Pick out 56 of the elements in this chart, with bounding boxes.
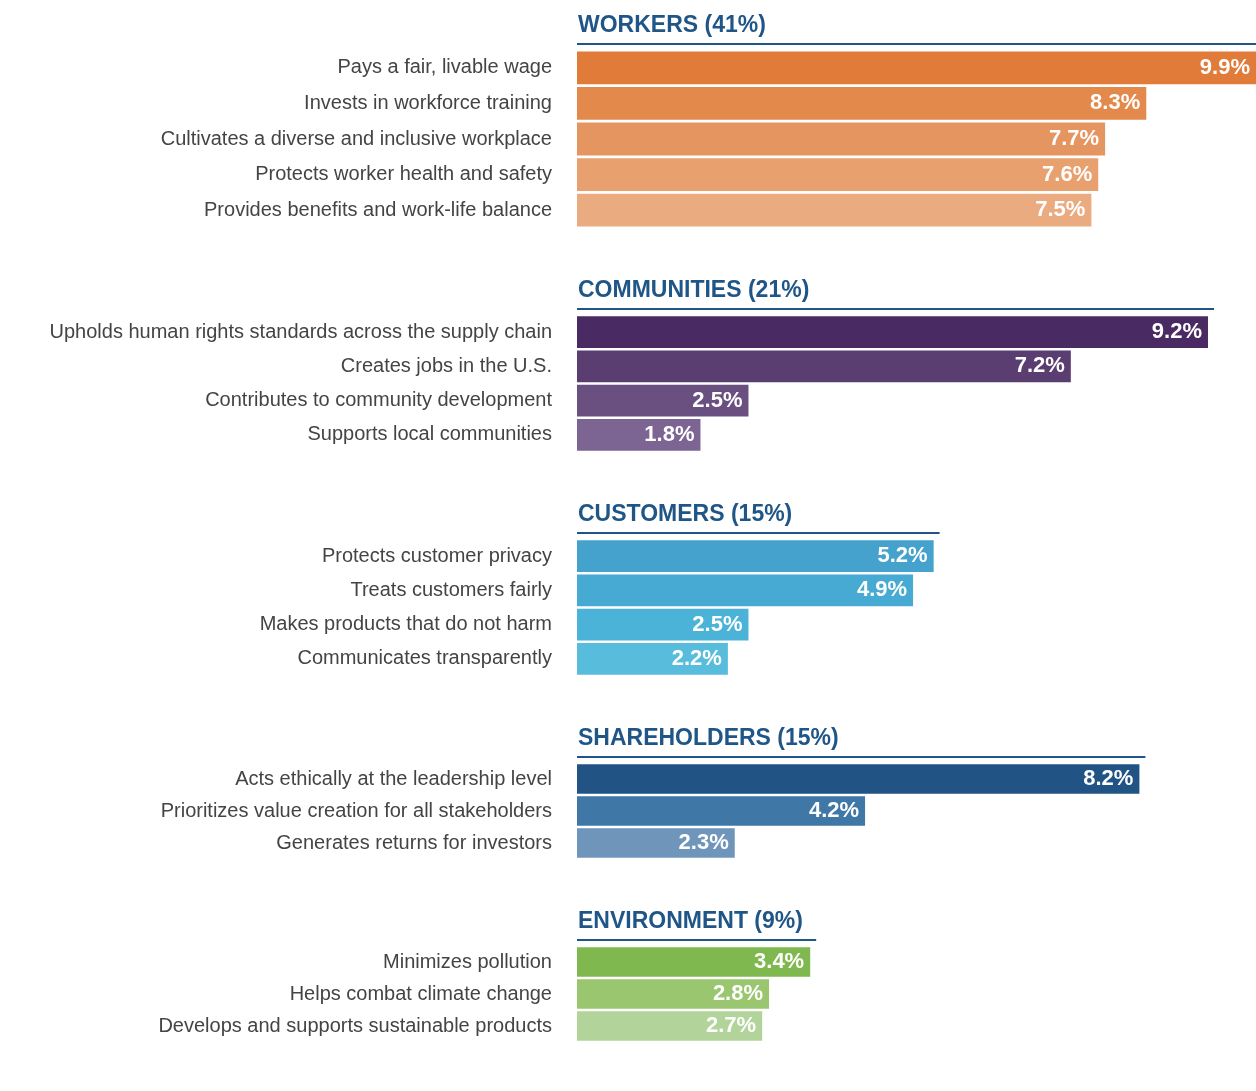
y-tick-label: Helps combat climate change	[289, 981, 552, 1004]
chart-title: WORKERS (41%)	[578, 11, 766, 37]
data-label: 7.2%	[1014, 352, 1065, 378]
data-label: 5.2%	[877, 542, 928, 568]
y-tick-label: Pays a fair, livable wage	[337, 55, 552, 78]
data-label: 2.8%	[712, 980, 764, 1006]
y-tick-label: Acts ethically at the leadership level	[235, 766, 552, 789]
bar	[577, 540, 934, 572]
data-label: 7.5%	[1035, 196, 1086, 222]
y-tick-label: Develops and supports sustainable products	[158, 1013, 552, 1036]
data-label: 2.3%	[678, 829, 729, 855]
y-tick-label: Protects worker health and safety	[255, 162, 552, 185]
data-label: 2.5%	[692, 386, 743, 412]
chart-title: COMMUNITIES (21%)	[578, 276, 810, 302]
chart-title: ENVIRONMENT (9%)	[578, 907, 803, 933]
y-tick-label: Invests in workforce training	[304, 90, 552, 113]
y-tick-label: Prioritizes value creation for all stakeholders	[160, 798, 552, 821]
data-label: 3.4%	[754, 948, 805, 974]
data-label: 9.9%	[1199, 53, 1250, 79]
bar	[577, 193, 1092, 227]
data-label: 4.9%	[856, 576, 908, 602]
bar	[577, 643, 728, 675]
y-tick-label: Creates jobs in the U.S.	[340, 353, 552, 376]
bar	[577, 419, 701, 451]
y-tick-label: Makes products that do not harm	[259, 612, 552, 635]
bar	[577, 51, 1256, 85]
y-tick-label: Communicates transparently	[297, 646, 552, 669]
y-tick-label: Upholds human rights standards across the supply chain	[49, 319, 552, 342]
y-tick-label: Cultivates a diverse and inclusive workplace	[160, 126, 552, 149]
y-tick-label: Supports local communities	[307, 422, 552, 445]
data-label: 1.8%	[644, 420, 695, 446]
data-label: 2.2%	[671, 644, 722, 670]
data-label: 9.2%	[1151, 318, 1202, 344]
chart-title: CUSTOMERS (15%)	[578, 500, 793, 526]
bar	[577, 384, 749, 417]
bar	[577, 608, 749, 641]
bar	[577, 574, 914, 607]
y-tick-label: Protects customer privacy	[321, 543, 552, 566]
y-tick-label: Contributes to community development	[205, 388, 553, 411]
bar	[577, 158, 1099, 191]
chart-title: SHAREHOLDERS (15%)	[578, 724, 839, 750]
data-label: 7.6%	[1042, 160, 1093, 186]
y-tick-label: Generates returns for investors	[276, 830, 552, 853]
data-label: 4.2%	[808, 797, 860, 823]
bar	[577, 122, 1106, 156]
bar	[577, 87, 1147, 120]
bar	[577, 350, 1071, 383]
data-label: 8.2%	[1083, 765, 1134, 791]
data-label: 2.5%	[692, 610, 743, 636]
bar	[577, 316, 1208, 348]
y-tick-label: Treats customers fairly	[350, 577, 552, 600]
data-label: 8.3%	[1090, 89, 1141, 115]
data-label: 7.7%	[1048, 125, 1100, 151]
y-tick-label: Provides benefits and work-life balance	[204, 197, 552, 220]
data-label: 2.7%	[706, 1012, 757, 1038]
y-tick-label: Minimizes pollution	[383, 949, 552, 972]
